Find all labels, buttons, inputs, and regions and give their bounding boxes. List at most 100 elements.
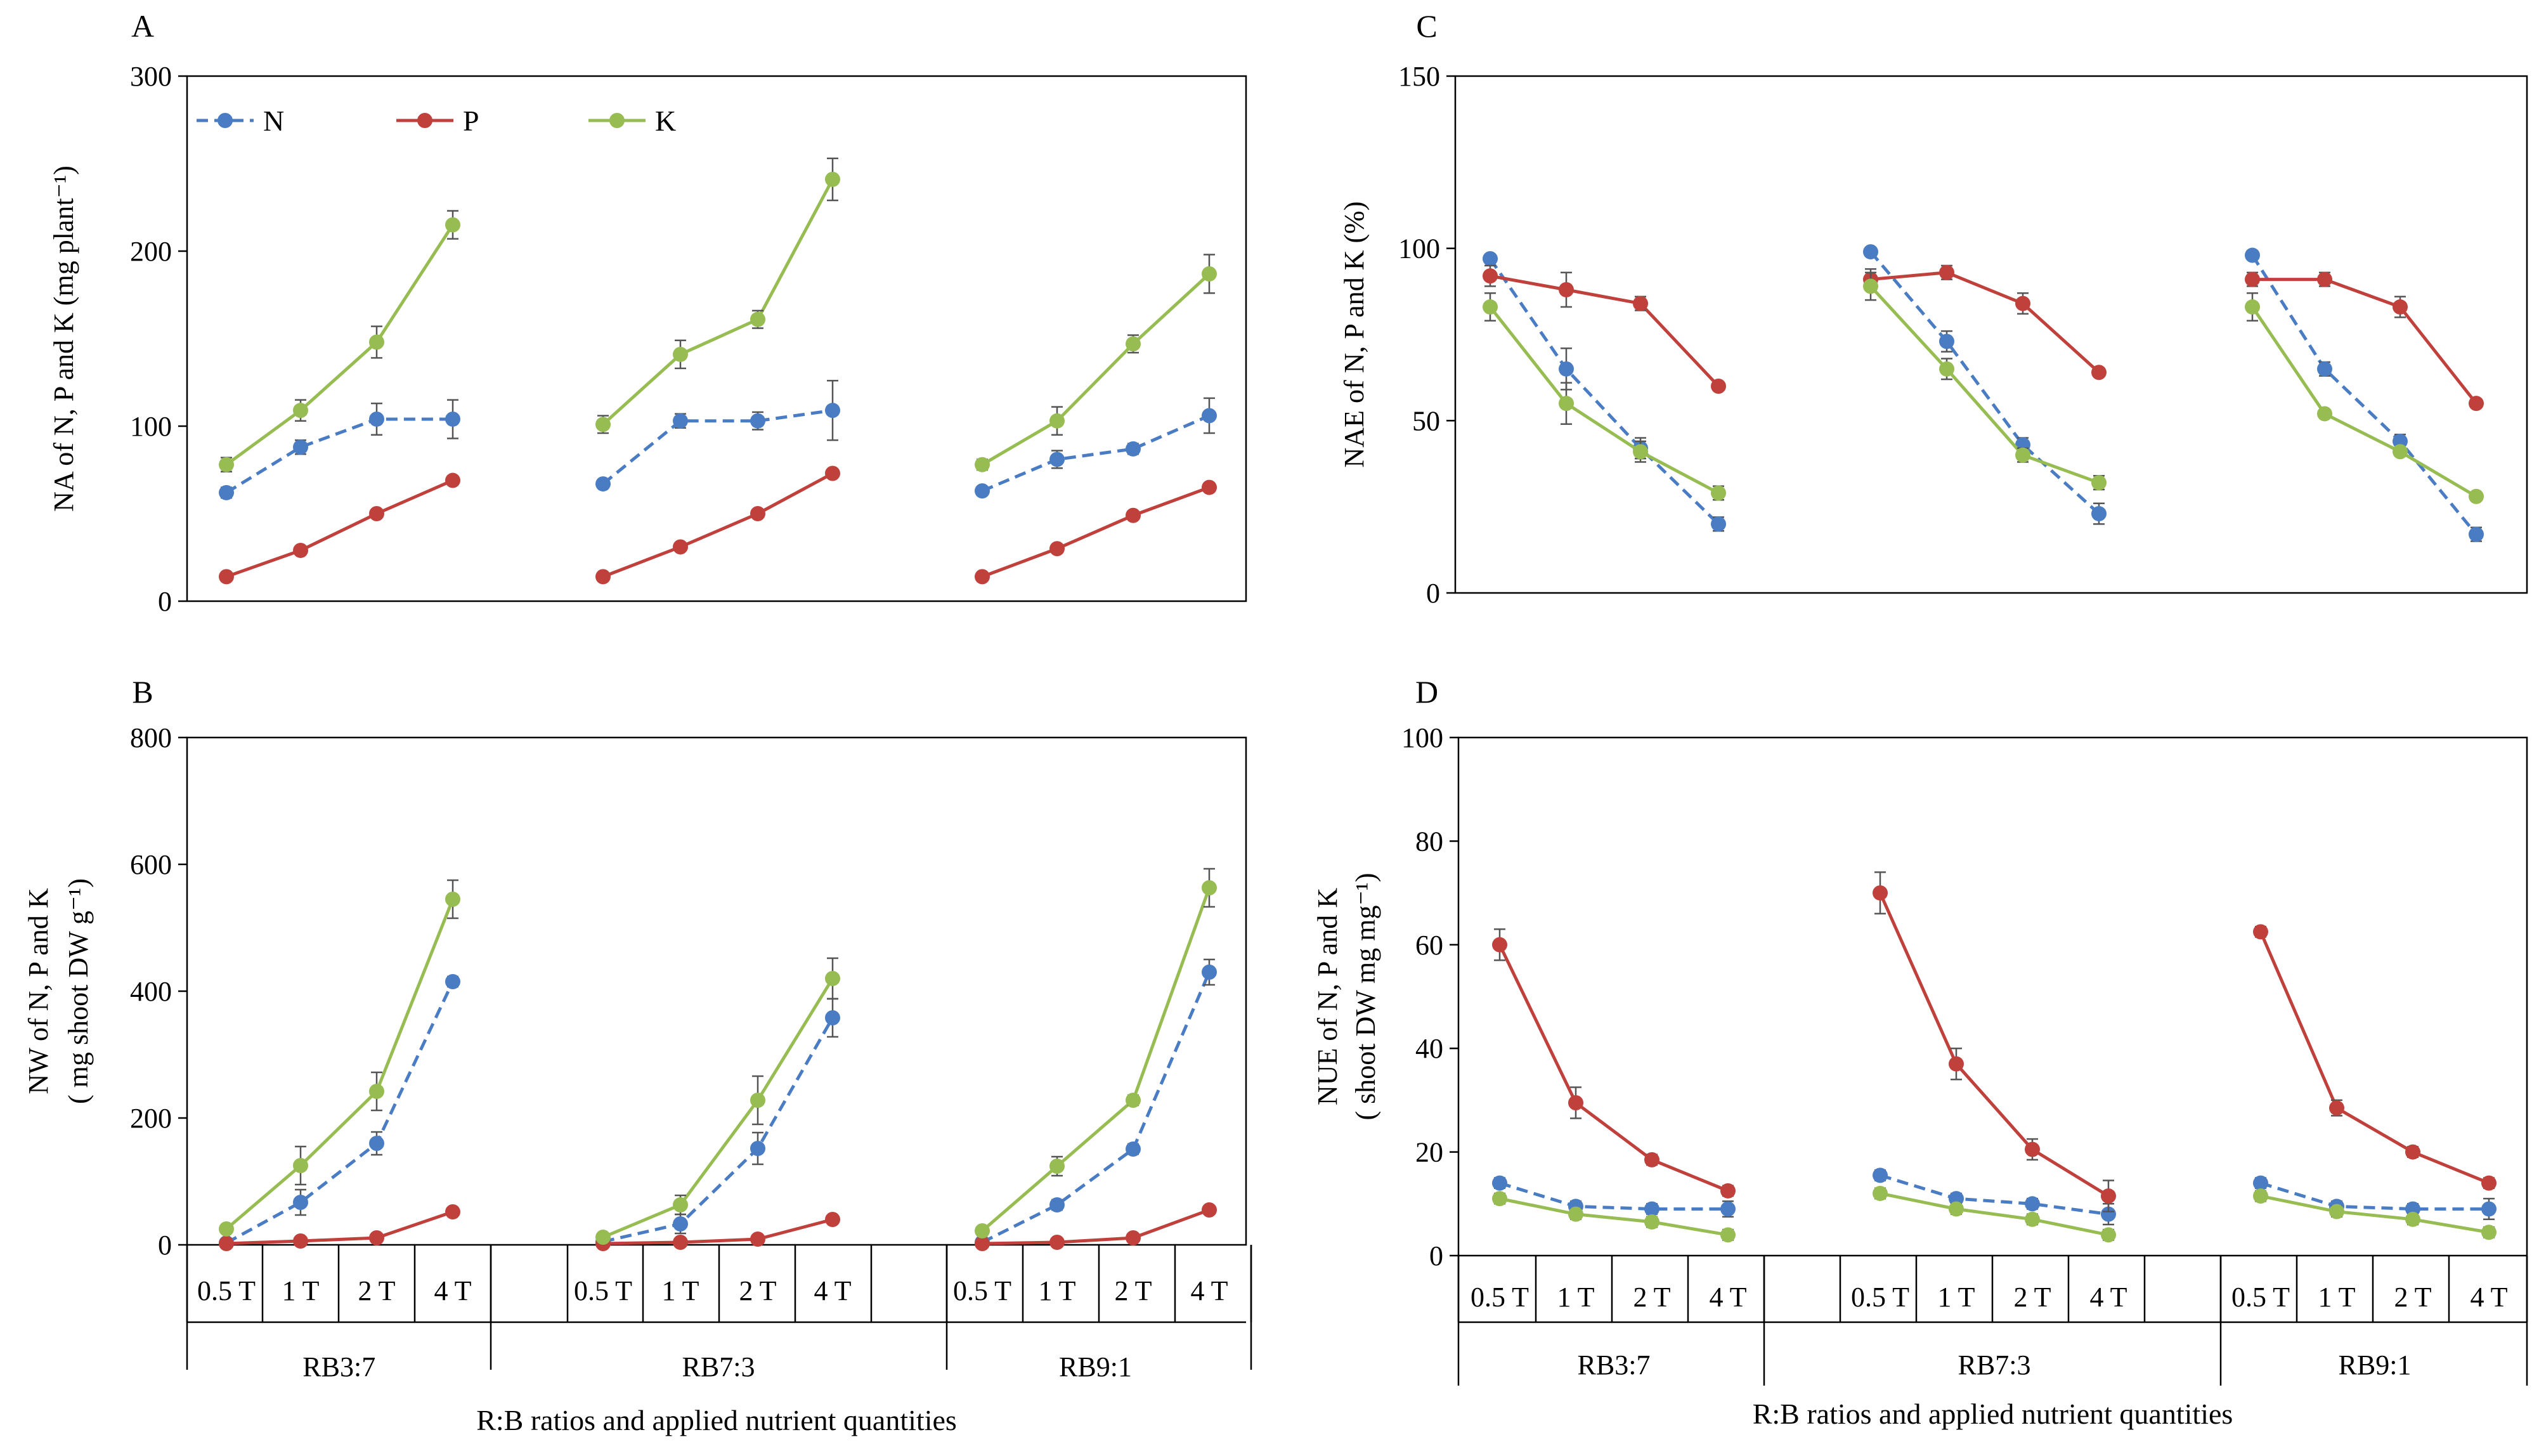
- data-point-p: [369, 1230, 384, 1245]
- series-line-k-rb7-3: [602, 977, 834, 1239]
- category-label: 4 T: [2089, 1282, 2127, 1313]
- y-axis-label: NUE of N, P and K: [1312, 888, 1343, 1105]
- category-label: 1 T: [1557, 1282, 1594, 1313]
- data-point-p: [1633, 296, 1648, 311]
- data-point-k: [2025, 1211, 2040, 1227]
- legend-label: N: [263, 105, 284, 137]
- series-line-n-rb9-1: [982, 414, 1211, 493]
- data-point-n: [1720, 1201, 1736, 1217]
- plot-frame: [1454, 75, 2528, 594]
- category-label: 2 T: [2394, 1282, 2431, 1313]
- y-tick-label: 40: [1415, 1033, 1443, 1064]
- data-point-k: [2329, 1204, 2344, 1219]
- series-line-k-rb9-1: [981, 887, 1211, 1232]
- category-label: 2 T: [1114, 1275, 1152, 1306]
- category-label: 1 T: [1937, 1282, 1975, 1313]
- data-point-p: [1126, 1230, 1141, 1245]
- data-point-n: [750, 413, 765, 429]
- group-label: RB3:7: [1578, 1349, 1651, 1381]
- series-line-p-rb9-1: [2252, 278, 2477, 405]
- data-point-n: [219, 484, 234, 500]
- data-point-p: [750, 506, 765, 521]
- series-line-p-rb9-1: [982, 1208, 1210, 1245]
- data-point-k: [1202, 266, 1217, 282]
- data-point-p: [1049, 1235, 1065, 1250]
- series-line-p-rb3-7: [1490, 274, 1720, 387]
- series-line-k-rb3-7: [1489, 306, 1720, 495]
- category-label: 4 T: [1709, 1282, 1746, 1313]
- data-point-n: [1126, 441, 1141, 457]
- data-point-p: [2253, 924, 2268, 940]
- data-point-p: [595, 569, 611, 585]
- data-point-p: [445, 1204, 460, 1219]
- series-line-n-rb7-3: [602, 408, 833, 486]
- data-point-k: [2405, 1211, 2420, 1227]
- y-tick-label: 300: [130, 61, 172, 92]
- panel-letter-d: D: [1415, 674, 1438, 710]
- panel-letter-c: C: [1416, 8, 1437, 44]
- data-point-p: [2393, 299, 2408, 315]
- series-line-k-rb7-3: [1869, 285, 2100, 484]
- data-point-k: [825, 971, 840, 986]
- data-point-n: [1126, 1141, 1141, 1157]
- y-tick-label: 50: [1412, 405, 1440, 436]
- data-point-k: [219, 1221, 234, 1237]
- y-axis-label: ( mg shoot DW g⁻¹): [63, 878, 94, 1104]
- data-point-p: [2245, 271, 2260, 287]
- data-point-n: [445, 411, 460, 427]
- data-point-p: [219, 569, 234, 585]
- data-point-n: [595, 476, 611, 492]
- data-point-n: [1492, 1175, 1507, 1191]
- data-point-k: [595, 1230, 611, 1245]
- series-line-n-rb3-7: [1499, 1181, 1728, 1211]
- data-point-k: [2101, 1227, 2116, 1243]
- series-line-n-rb7-3: [1869, 250, 2100, 515]
- data-point-k: [369, 1084, 384, 1099]
- y-tick-label: 0: [1429, 1240, 1443, 1271]
- series-line-k-rb7-3: [602, 178, 834, 426]
- data-point-n: [1939, 334, 1954, 349]
- data-point-n: [975, 483, 990, 499]
- data-point-n: [673, 1216, 688, 1232]
- series-line-p-rb7-3: [602, 472, 834, 578]
- data-point-n: [2091, 506, 2107, 522]
- data-point-k: [1873, 1185, 1888, 1201]
- series-line-p-rb7-3: [1870, 271, 2100, 374]
- data-point-n: [1644, 1201, 1659, 1217]
- category-label: 2 T: [1633, 1282, 1670, 1313]
- data-point-k: [445, 217, 460, 233]
- data-point-n: [2469, 526, 2484, 542]
- category-label: 1 T: [1038, 1275, 1075, 1306]
- data-point-n: [2245, 247, 2260, 263]
- series-line-n-rb3-7: [225, 980, 455, 1245]
- data-point-k: [1633, 444, 1648, 460]
- data-point-k: [750, 1093, 765, 1108]
- x-axis-label: R:B ratios and applied nutrient quantiti…: [476, 1404, 957, 1436]
- data-point-n: [2025, 1196, 2040, 1212]
- data-point-p: [2015, 296, 2030, 311]
- y-tick-label: 100: [1401, 722, 1443, 753]
- category-label: 1 T: [661, 1275, 699, 1306]
- series-line-k-rb9-1: [981, 273, 1211, 466]
- y-tick-label: 0: [158, 586, 172, 617]
- data-point-k: [2015, 447, 2030, 463]
- legend-label: P: [463, 105, 479, 137]
- y-axis-label: NA of N, P and K (mg plant⁻¹): [48, 166, 79, 512]
- series-line-n-rb7-3: [1880, 1173, 2109, 1216]
- data-point-p: [1720, 1183, 1736, 1199]
- y-tick-label: 0: [1426, 578, 1440, 609]
- data-point-k: [1202, 880, 1217, 895]
- data-point-k: [2245, 299, 2260, 315]
- data-point-k: [2469, 488, 2484, 504]
- data-point-k: [673, 1197, 688, 1212]
- legend-swatch-marker: [417, 113, 432, 128]
- y-axis-label: ( shoot DW mg mg⁻¹): [1350, 873, 1381, 1120]
- data-point-n: [2253, 1175, 2268, 1191]
- data-point-k: [293, 403, 308, 419]
- data-point-p: [1568, 1095, 1583, 1110]
- data-point-p: [1492, 937, 1507, 952]
- series-line-p-rb7-3: [1878, 892, 2110, 1198]
- data-point-n: [1049, 1197, 1065, 1212]
- y-tick-label: 200: [130, 1103, 172, 1134]
